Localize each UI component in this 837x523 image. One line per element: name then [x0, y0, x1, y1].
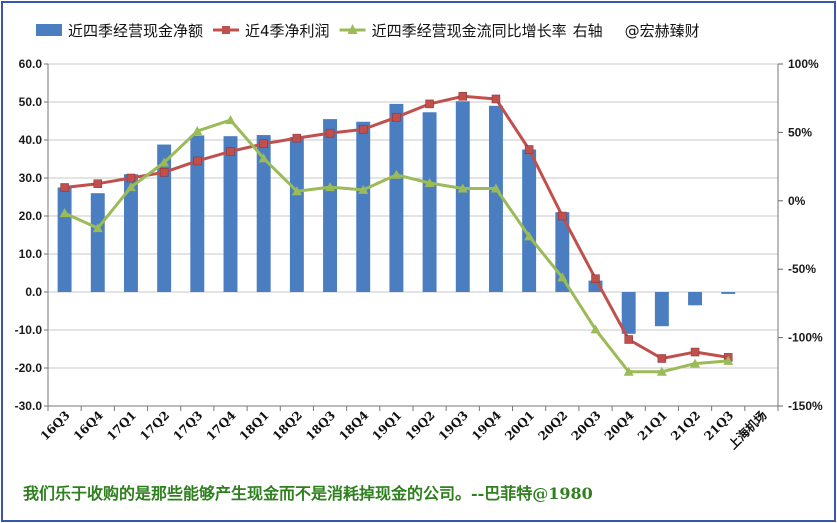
data-point: [424, 178, 435, 188]
data-point: [125, 182, 136, 192]
legend-label: 近4季净利润: [245, 22, 330, 40]
legend-label: 近四季经营现金净额: [68, 22, 203, 40]
data-point: [193, 156, 202, 166]
bar: [488, 105, 503, 292]
data-point: [690, 347, 700, 357]
data-point: [325, 128, 335, 138]
data-point: [557, 272, 568, 282]
bar: [256, 135, 271, 292]
y-right-tick-label: -100%: [788, 331, 823, 345]
y-right-tick-label: -150%: [788, 399, 823, 413]
data-point: [226, 147, 235, 156]
y-right-tick-label: -50%: [788, 262, 816, 276]
bar: [588, 280, 603, 292]
data-point: [524, 231, 535, 241]
data-point: [292, 133, 302, 143]
data-point: [457, 183, 468, 193]
data-point: [590, 324, 601, 334]
data-point: [558, 211, 567, 221]
y-right-tick-label: 0%: [788, 194, 806, 208]
data-point: [159, 168, 169, 177]
data-point: [358, 184, 369, 194]
bar: [455, 101, 470, 293]
data-point: [92, 223, 103, 233]
data-point: [60, 183, 69, 192]
data-point: [126, 173, 136, 183]
bar: [289, 136, 304, 292]
bar: [389, 103, 404, 293]
y-left-tick-label: 40.0: [19, 133, 43, 147]
y-left-tick-label: 20.0: [19, 209, 43, 223]
data-point: [458, 92, 468, 101]
bar: [721, 292, 736, 294]
data-point: [723, 355, 734, 365]
data-point: [291, 186, 302, 196]
data-point: [159, 157, 170, 167]
data-point: [391, 169, 402, 179]
legend-marker: [347, 24, 358, 34]
data-point: [425, 99, 434, 109]
data-point: [225, 115, 236, 125]
plot-area-background: [3, 3, 834, 520]
bar: [323, 119, 338, 292]
bar: [422, 112, 437, 292]
legend-marker: [222, 26, 231, 34]
bar: [123, 174, 138, 292]
data-point: [656, 366, 667, 376]
bar: [157, 144, 172, 292]
y-left-tick-label: 60.0: [19, 57, 43, 71]
bar: [190, 135, 205, 292]
bar: [688, 292, 703, 306]
legend-swatch-bar: [36, 24, 62, 36]
bar: [356, 121, 371, 292]
data-point: [258, 153, 269, 163]
data-point: [490, 183, 501, 193]
data-point: [657, 354, 667, 363]
data-point: [259, 139, 268, 149]
y-left-tick-label: -30.0: [15, 399, 43, 413]
legend: 近四季经营现金净额 近4季净利润 近四季经营现金流同比增长率 右轴 @宏赫臻财: [36, 22, 700, 40]
data-point: [358, 125, 368, 134]
bar: [654, 292, 669, 327]
bar: [522, 149, 537, 292]
legend-note: 右轴: [573, 22, 603, 40]
y-left-tick-label: 0.0: [25, 285, 42, 299]
data-point: [491, 94, 501, 104]
bar: [57, 187, 72, 292]
bar: [223, 136, 238, 292]
data-point: [192, 126, 203, 136]
y-left-tick-label: -20.0: [15, 361, 43, 375]
line-series: [59, 92, 734, 376]
data-point: [325, 182, 336, 192]
legend-label: 近四季经营现金流同比增长率: [372, 22, 567, 40]
y-left-tick-label: 10.0: [19, 247, 43, 261]
y-right-tick-label: 50%: [788, 125, 812, 139]
bar: [90, 193, 105, 292]
bar: [621, 292, 636, 334]
data-point: [59, 208, 70, 218]
gridlines: [48, 63, 778, 407]
y-left-tick-label: -10.0: [15, 323, 43, 337]
y-left-tick-label: 30.0: [19, 171, 43, 185]
footer-quote: 我们乐于收购的是那些能够产生现金而不是消耗掉现金的公司。--巴菲特@1980: [23, 484, 593, 503]
data-point: [524, 145, 534, 154]
data-point: [591, 274, 600, 283]
data-point: [93, 179, 103, 188]
data-point: [392, 112, 401, 122]
watermark: @宏赫臻财: [625, 22, 700, 40]
y-right-tick-label: 100%: [788, 57, 819, 71]
data-point: [623, 366, 634, 376]
data-point: [690, 358, 701, 368]
chart: -30.0 -20.0 -10.0 0.0 10.0 20.0 30.0 40.0 50.0 60…: [3, 3, 834, 520]
data-point: [624, 335, 633, 344]
y-left-tick-label: 50.0: [19, 95, 43, 109]
